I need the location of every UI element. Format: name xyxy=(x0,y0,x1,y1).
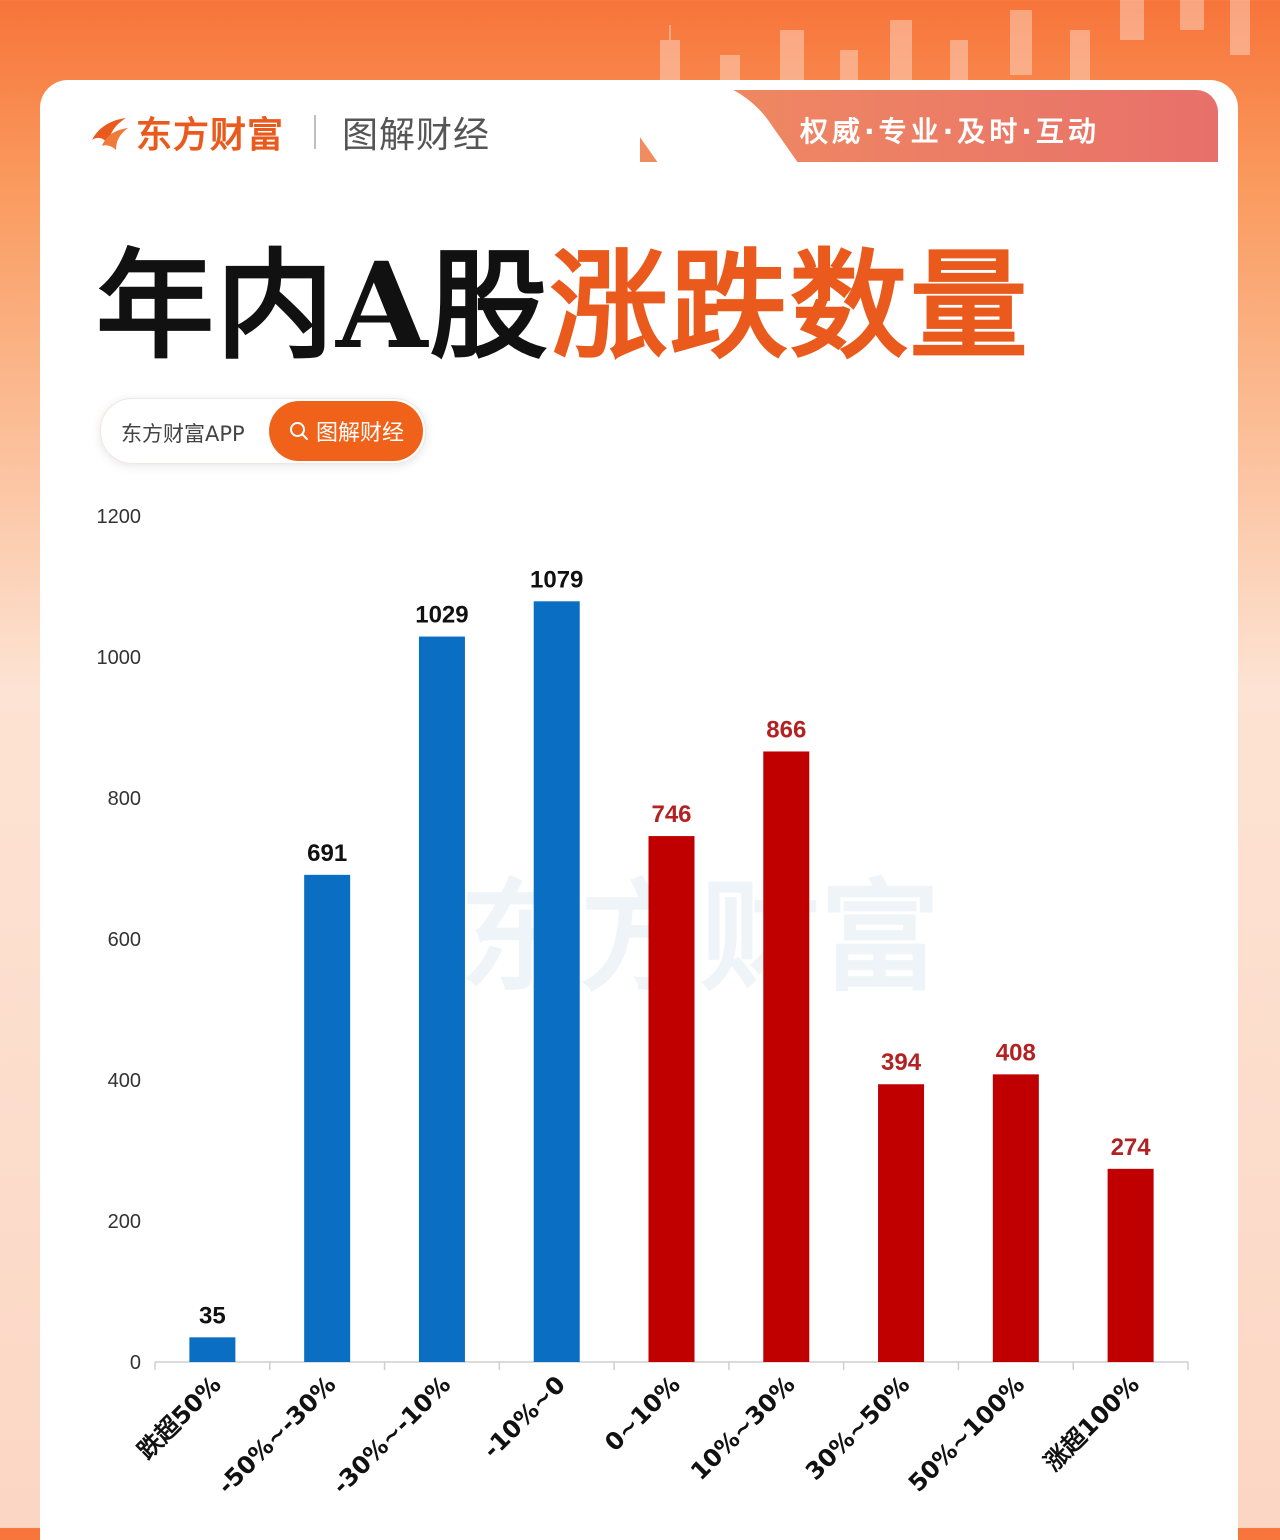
data-label: 746 xyxy=(651,801,691,828)
bar xyxy=(189,1337,236,1362)
x-tick-label: 涨超100% xyxy=(1039,1370,1145,1476)
data-label: 35 xyxy=(199,1302,226,1329)
data-label: 866 xyxy=(766,716,806,743)
data-label: 1079 xyxy=(530,566,583,593)
bar xyxy=(763,751,810,1362)
x-tick-label: 10%~30% xyxy=(685,1370,800,1485)
bar xyxy=(418,636,465,1362)
bar xyxy=(533,601,580,1362)
data-label: 691 xyxy=(307,840,347,867)
data-label: 394 xyxy=(881,1049,922,1076)
x-tick-label: 跌超50% xyxy=(132,1370,226,1464)
brand-subtitle: 图解财经 xyxy=(342,115,491,156)
flame-logo-icon xyxy=(92,118,128,150)
y-tick-label: 200 xyxy=(108,1211,141,1233)
background-candles-decoration xyxy=(660,0,1250,105)
bar xyxy=(1107,1168,1154,1362)
data-label: 1029 xyxy=(415,602,468,629)
x-tick-label: -30%~-10% xyxy=(327,1370,456,1499)
y-tick-label: 1000 xyxy=(97,647,142,669)
bar xyxy=(878,1084,925,1362)
data-label: 274 xyxy=(1111,1134,1152,1161)
bar xyxy=(648,836,695,1362)
page-title: 年内A股涨跌数量 xyxy=(96,210,1030,381)
y-tick-label: 1200 xyxy=(97,506,142,528)
y-tick-label: 800 xyxy=(108,788,141,810)
brand-name: 东方财富 xyxy=(136,115,285,156)
y-tick-label: 400 xyxy=(108,1070,141,1092)
search-box[interactable]: 东方财富APP 图解财经 xyxy=(100,398,426,464)
bar xyxy=(992,1074,1039,1362)
brand-divider xyxy=(314,115,317,149)
x-tick-label: 0~10% xyxy=(599,1370,685,1456)
y-tick-label: 0 xyxy=(130,1352,141,1374)
search-query: 图解财经 xyxy=(315,421,404,446)
page-title-part1: 年内A股 xyxy=(96,236,550,375)
slogan-text: 权威·专业·及时·互动 xyxy=(800,115,1100,148)
brand-header: 东方财富 图解财经 xyxy=(88,106,490,158)
page-title-part2: 涨跌数量 xyxy=(549,236,1030,375)
search-icon xyxy=(289,422,308,440)
x-tick-label: -10%~0 xyxy=(477,1370,570,1463)
search-prefix-label: 东方财富APP xyxy=(121,422,245,446)
x-tick-label: -50%~-30% xyxy=(212,1370,341,1499)
search-button[interactable]: 图解财经 xyxy=(269,401,423,461)
y-tick-label: 600 xyxy=(108,929,141,951)
bar xyxy=(304,874,351,1362)
x-tick-label: 50%~100% xyxy=(903,1370,1030,1497)
data-label: 408 xyxy=(996,1039,1036,1066)
x-tick-label: 30%~50% xyxy=(800,1370,915,1485)
